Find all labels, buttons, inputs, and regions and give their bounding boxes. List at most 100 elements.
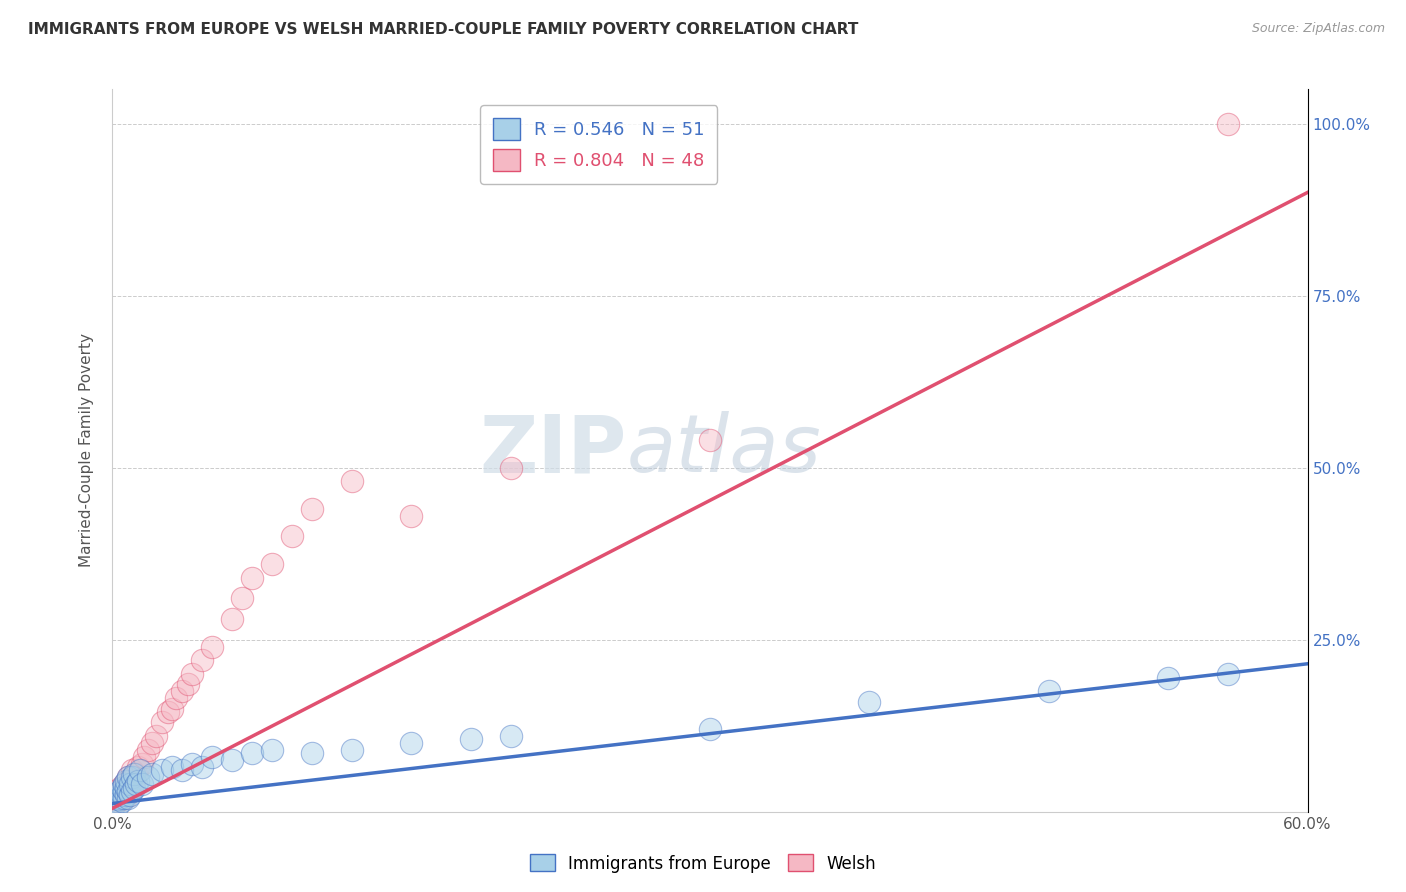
Point — [111, 788, 134, 802]
Point — [111, 792, 134, 806]
Point — [110, 780, 132, 795]
Point — [499, 729, 522, 743]
Point — [107, 797, 129, 812]
Point — [499, 460, 522, 475]
Point — [111, 794, 134, 808]
Point — [145, 729, 167, 743]
Point — [201, 749, 224, 764]
Point — [301, 746, 323, 760]
Point — [110, 791, 132, 805]
Point — [103, 791, 125, 805]
Point — [162, 701, 183, 715]
Legend: Immigrants from Europe, Welsh: Immigrants from Europe, Welsh — [523, 847, 883, 880]
Point — [340, 743, 363, 757]
Point — [107, 788, 129, 802]
Point — [157, 705, 180, 719]
Point — [110, 791, 132, 805]
Point — [699, 433, 721, 447]
Point — [162, 760, 183, 774]
Point — [114, 777, 135, 791]
Point — [131, 777, 153, 791]
Point — [105, 794, 128, 808]
Point — [1157, 671, 1180, 685]
Point — [401, 508, 423, 523]
Point — [105, 784, 128, 798]
Point — [181, 667, 204, 681]
Point — [172, 684, 194, 698]
Point — [105, 788, 128, 802]
Point — [120, 785, 142, 799]
Point — [460, 732, 482, 747]
Point — [231, 591, 253, 606]
Point — [165, 691, 187, 706]
Point — [240, 746, 263, 760]
Point — [281, 529, 304, 543]
Point — [115, 779, 138, 793]
Point — [121, 784, 143, 798]
Text: atlas: atlas — [627, 411, 821, 490]
Point — [121, 770, 143, 784]
Point — [260, 557, 283, 571]
Point — [221, 612, 243, 626]
Point — [117, 791, 139, 805]
Y-axis label: Married-Couple Family Poverty: Married-Couple Family Poverty — [79, 334, 94, 567]
Point — [103, 797, 125, 811]
Point — [111, 784, 134, 798]
Text: IMMIGRANTS FROM EUROPE VS WELSH MARRIED-COUPLE FAMILY POVERTY CORRELATION CHART: IMMIGRANTS FROM EUROPE VS WELSH MARRIED-… — [28, 22, 859, 37]
Point — [1038, 684, 1060, 698]
Point — [138, 770, 160, 784]
Point — [103, 789, 125, 804]
Point — [114, 777, 135, 791]
Point — [115, 788, 138, 802]
Point — [111, 780, 134, 795]
Point — [858, 695, 880, 709]
Text: Source: ZipAtlas.com: Source: ZipAtlas.com — [1251, 22, 1385, 36]
Point — [131, 756, 153, 771]
Point — [127, 760, 149, 774]
Point — [191, 653, 214, 667]
Point — [114, 791, 135, 805]
Point — [120, 777, 142, 791]
Point — [117, 784, 139, 798]
Point — [191, 760, 214, 774]
Point — [103, 797, 125, 812]
Point — [134, 749, 156, 764]
Point — [1216, 117, 1239, 131]
Point — [125, 767, 148, 781]
Point — [120, 772, 142, 786]
Point — [150, 764, 173, 778]
Point — [110, 784, 132, 798]
Point — [172, 764, 194, 778]
Point — [117, 770, 139, 784]
Point — [124, 780, 146, 795]
Point — [699, 722, 721, 736]
Point — [138, 743, 160, 757]
Point — [221, 753, 243, 767]
Point — [115, 773, 138, 788]
Point — [114, 788, 135, 802]
Legend: R = 0.546   N = 51, R = 0.804   N = 48: R = 0.546 N = 51, R = 0.804 N = 48 — [479, 105, 717, 184]
Point — [340, 475, 363, 489]
Point — [124, 773, 146, 788]
Point — [117, 770, 139, 784]
Text: ZIP: ZIP — [479, 411, 627, 490]
Point — [117, 784, 139, 798]
Point — [105, 792, 128, 806]
Point — [177, 677, 200, 691]
Point — [201, 640, 224, 654]
Point — [1216, 667, 1239, 681]
Point — [150, 715, 173, 730]
Point — [240, 571, 263, 585]
Point — [401, 736, 423, 750]
Point — [124, 767, 146, 781]
Point — [114, 784, 135, 798]
Point — [141, 736, 163, 750]
Point — [125, 777, 148, 791]
Point — [120, 788, 142, 802]
Point — [127, 773, 149, 788]
Point — [107, 792, 129, 806]
Point — [115, 780, 138, 795]
Point — [301, 502, 323, 516]
Point — [141, 767, 163, 781]
Point — [115, 789, 138, 804]
